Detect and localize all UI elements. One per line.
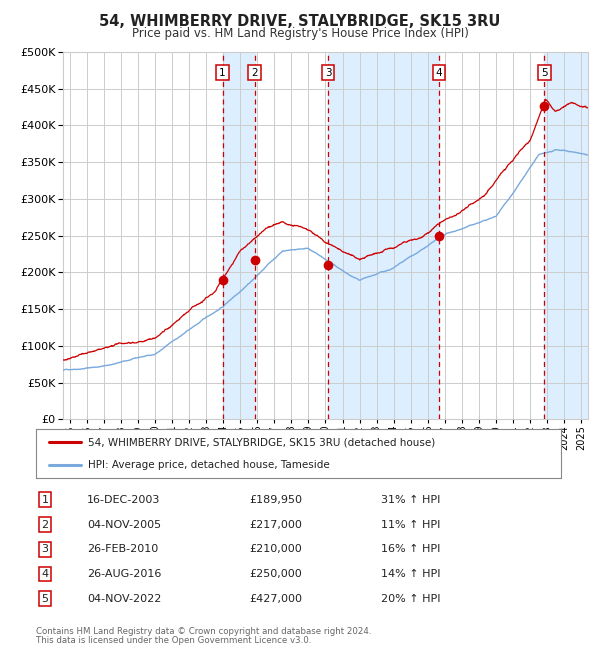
Text: 2: 2 [251,68,258,77]
Text: 26-FEB-2010: 26-FEB-2010 [87,544,158,554]
Text: 31% ↑ HPI: 31% ↑ HPI [381,495,440,505]
Text: 16-DEC-2003: 16-DEC-2003 [87,495,160,505]
Text: 04-NOV-2005: 04-NOV-2005 [87,519,161,530]
Text: 14% ↑ HPI: 14% ↑ HPI [381,569,440,579]
Text: 54, WHIMBERRY DRIVE, STALYBRIDGE, SK15 3RU: 54, WHIMBERRY DRIVE, STALYBRIDGE, SK15 3… [100,14,500,29]
Bar [223,52,254,419]
Text: 26-AUG-2016: 26-AUG-2016 [87,569,161,579]
Text: 2: 2 [41,519,49,530]
Text: £189,950: £189,950 [249,495,302,505]
Text: 1: 1 [219,68,226,77]
Text: 11% ↑ HPI: 11% ↑ HPI [381,519,440,530]
Text: 4: 4 [41,569,49,579]
Text: HPI: Average price, detached house, Tameside: HPI: Average price, detached house, Tame… [89,460,330,469]
Text: 3: 3 [41,544,49,554]
Text: £250,000: £250,000 [249,569,302,579]
Text: 54, WHIMBERRY DRIVE, STALYBRIDGE, SK15 3RU (detached house): 54, WHIMBERRY DRIVE, STALYBRIDGE, SK15 3… [89,437,436,447]
Text: 3: 3 [325,68,331,77]
Bar [544,52,588,419]
Bar [328,52,439,419]
Text: This data is licensed under the Open Government Licence v3.0.: This data is licensed under the Open Gov… [36,636,311,645]
Text: 16% ↑ HPI: 16% ↑ HPI [381,544,440,554]
Text: £210,000: £210,000 [249,544,302,554]
Text: Price paid vs. HM Land Registry's House Price Index (HPI): Price paid vs. HM Land Registry's House … [131,27,469,40]
Text: 20% ↑ HPI: 20% ↑ HPI [381,593,440,604]
Text: 5: 5 [41,593,49,604]
Text: £427,000: £427,000 [249,593,302,604]
Text: £217,000: £217,000 [249,519,302,530]
Text: 5: 5 [541,68,548,77]
Text: 1: 1 [41,495,49,505]
Text: 04-NOV-2022: 04-NOV-2022 [87,593,161,604]
Text: Contains HM Land Registry data © Crown copyright and database right 2024.: Contains HM Land Registry data © Crown c… [36,627,371,636]
Text: 4: 4 [436,68,442,77]
